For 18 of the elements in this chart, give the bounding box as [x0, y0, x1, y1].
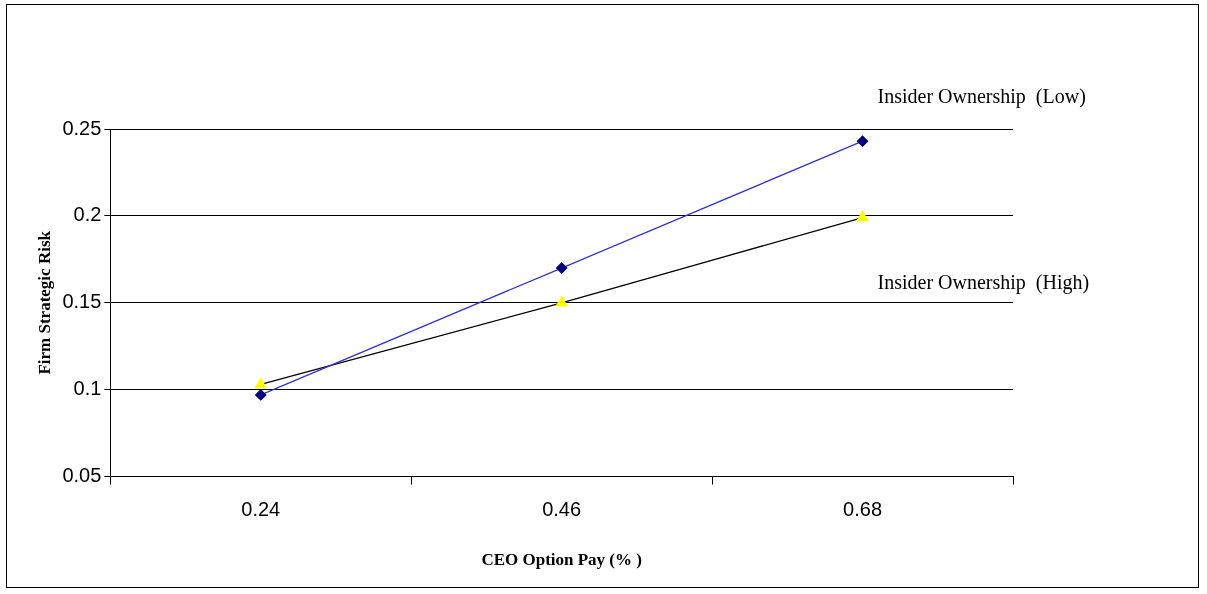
point	[254, 377, 267, 389]
x-tick-label: 0.24	[241, 498, 281, 521]
y-tick-label: 0.05	[62, 464, 102, 487]
y-tick-label: 0.15	[62, 290, 102, 313]
series-label: Insider Ownership (Low)	[877, 85, 1086, 109]
x-tick-label: 0.68	[843, 498, 883, 521]
point	[856, 135, 869, 147]
point	[255, 389, 267, 401]
text: Insider Ownership (High)	[877, 270, 1090, 294]
point	[556, 262, 568, 274]
y-tick-label: 0.25	[62, 116, 102, 139]
point	[555, 296, 568, 307]
x-axis-title: CEO Option Pay (% )	[481, 550, 642, 570]
y-tick-label: 0.1	[73, 377, 102, 400]
y-tick-label: 0.2	[73, 203, 102, 226]
x-tick-label: 0.46	[542, 498, 582, 521]
point	[856, 210, 869, 222]
y-axis-title: Firm Strategic Risk	[34, 230, 54, 375]
